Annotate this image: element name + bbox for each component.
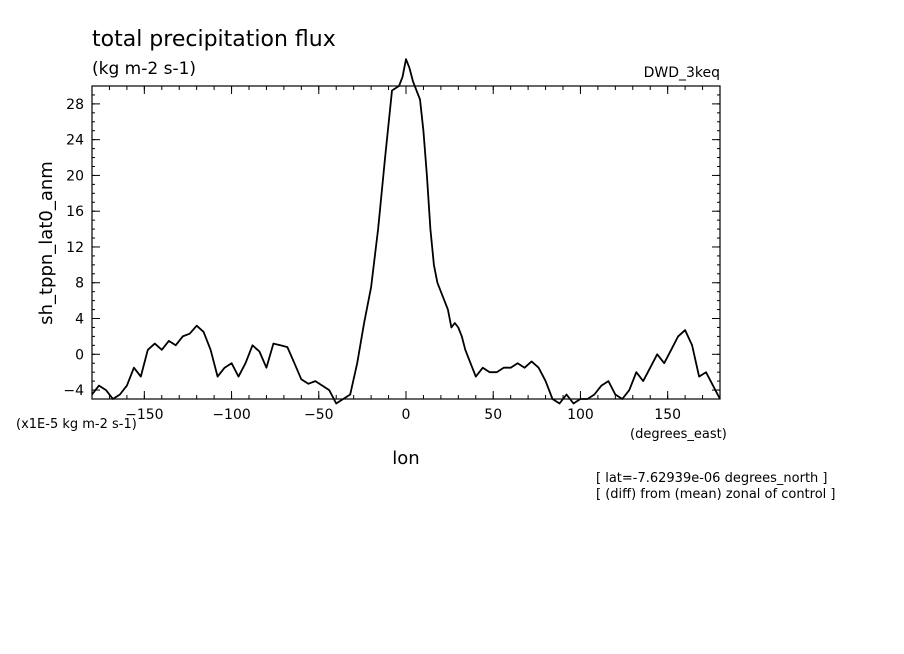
- y-tick-label: 20: [66, 168, 84, 184]
- x-tick-label: −50: [304, 407, 334, 423]
- x-tick-label: 100: [567, 407, 594, 423]
- chart-title: total precipitation flux: [92, 27, 336, 52]
- y-tick-label: −4: [63, 383, 84, 399]
- y-tick-label: 4: [75, 312, 84, 328]
- x-tick-label: 0: [402, 407, 411, 423]
- dataset-label: DWD_3keq: [644, 65, 720, 81]
- x-ticks: −150 −100 −50 0 50 100 150: [91, 86, 721, 423]
- units-label: (kg m-2 s-1): [92, 59, 196, 79]
- y-tick-label: 24: [66, 133, 84, 149]
- series-line: [91, 58, 721, 405]
- x-tick-label: 150: [654, 407, 681, 423]
- y-tick-label: 8: [75, 276, 84, 292]
- plot-frame: [91, 85, 721, 400]
- x-units-label: (degrees_east): [630, 427, 727, 442]
- note-diff: [ (diff) from (mean) zonal of control ]: [596, 487, 835, 502]
- y-axis-label: sh_tppn_lat0_anm: [36, 161, 57, 325]
- y-tick-label: 28: [66, 97, 84, 113]
- note-latitude: [ lat=-7.62939e-06 degrees_north ]: [596, 471, 828, 486]
- x-axis-label: lon: [392, 448, 419, 469]
- y-tick-label: 16: [66, 204, 84, 220]
- y-ticks: −4 0 4 8 12 16 20 24 28: [63, 85, 720, 400]
- x-tick-label: −100: [212, 407, 250, 423]
- y-tick-label: 0: [75, 347, 84, 363]
- x-tick-label: −150: [125, 407, 163, 423]
- y-tick-label: 12: [66, 240, 84, 256]
- y-scale-label: (x1E-5 kg m-2 s-1): [16, 417, 137, 432]
- x-tick-label: 50: [484, 407, 502, 423]
